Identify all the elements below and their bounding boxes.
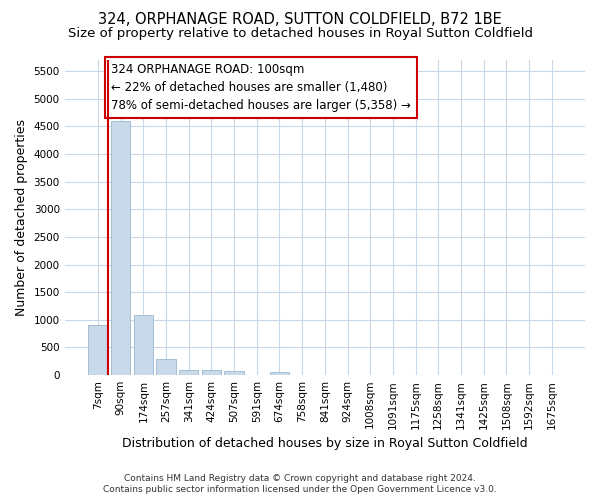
Bar	[134, 316, 153, 375]
Bar	[111, 121, 130, 375]
Bar	[270, 372, 289, 375]
Text: Size of property relative to detached houses in Royal Sutton Coldfield: Size of property relative to detached ho…	[67, 28, 533, 40]
Bar	[202, 370, 221, 375]
Bar	[88, 326, 107, 375]
Bar	[179, 370, 199, 375]
Bar	[224, 370, 244, 375]
X-axis label: Distribution of detached houses by size in Royal Sutton Coldfield: Distribution of detached houses by size …	[122, 437, 527, 450]
Y-axis label: Number of detached properties: Number of detached properties	[15, 119, 28, 316]
Text: 324 ORPHANAGE ROAD: 100sqm
← 22% of detached houses are smaller (1,480)
78% of s: 324 ORPHANAGE ROAD: 100sqm ← 22% of deta…	[111, 63, 411, 112]
Bar	[157, 360, 176, 375]
Text: 324, ORPHANAGE ROAD, SUTTON COLDFIELD, B72 1BE: 324, ORPHANAGE ROAD, SUTTON COLDFIELD, B…	[98, 12, 502, 28]
Text: Contains HM Land Registry data © Crown copyright and database right 2024.
Contai: Contains HM Land Registry data © Crown c…	[103, 474, 497, 494]
